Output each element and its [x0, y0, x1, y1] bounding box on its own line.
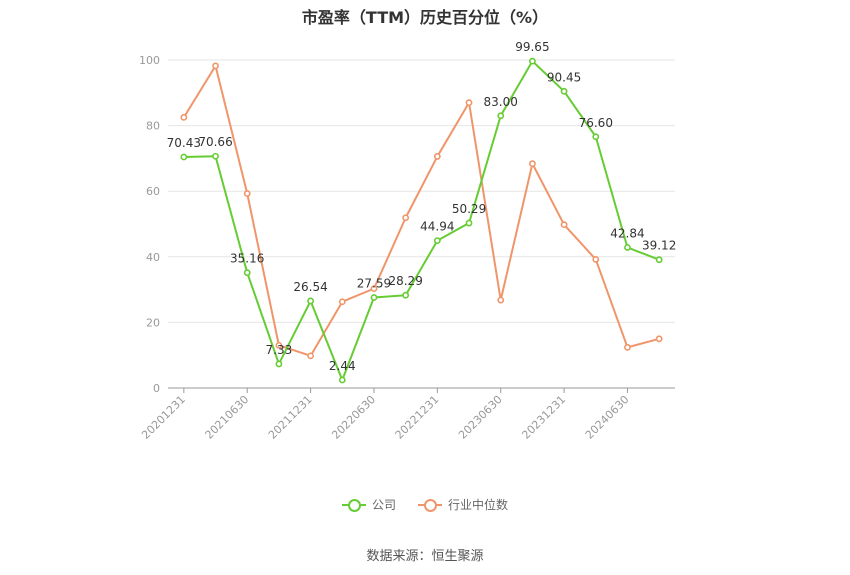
data-label-company: 76.60	[579, 116, 613, 130]
data-label-company: 83.00	[484, 95, 518, 109]
data-label-company: 35.16	[230, 252, 264, 266]
legend-item-company[interactable]: 公司	[341, 496, 396, 513]
data-label-company: 28.29	[388, 274, 422, 288]
data-point-industry-median	[433, 153, 441, 160]
data-point-industry-median	[243, 190, 251, 197]
x-tick-label: 20210630	[203, 393, 252, 442]
data-point-industry-median	[370, 285, 378, 293]
data-point-industry-median	[560, 221, 568, 229]
data-point-company	[592, 133, 600, 141]
y-tick-label: 100	[139, 54, 160, 67]
x-tick-label: 20220630	[329, 393, 378, 442]
data-point-industry-median	[465, 99, 473, 107]
data-point-company	[497, 112, 505, 120]
data-point-industry-median	[338, 298, 346, 306]
data-label-company: 99.65	[515, 40, 549, 54]
data-point-company	[243, 269, 251, 277]
data-point-industry-median	[592, 256, 600, 263]
data-point-company	[180, 153, 188, 161]
data-label-company: 50.29	[452, 202, 486, 216]
y-tick-label: 60	[146, 185, 160, 198]
data-label-company: 7.33	[266, 343, 293, 357]
x-tick-label: 20231231	[519, 393, 568, 442]
data-point-company	[307, 297, 314, 305]
data-point-company	[370, 294, 378, 301]
data-label-company: 90.45	[547, 70, 581, 84]
data-point-industry-median	[275, 341, 283, 349]
x-tick-label: 20221231	[393, 393, 442, 442]
data-label-company: 70.66	[198, 135, 232, 149]
legend-item-industry-median[interactable]: 行业中位数	[418, 496, 508, 513]
data-label-company: 44.94	[420, 220, 454, 234]
data-label-company: 27.59	[357, 277, 391, 291]
data-point-company	[560, 87, 568, 95]
legend-company-line-icon	[341, 498, 366, 512]
series-line-company	[183, 60, 660, 381]
data-label-company: 70.43	[167, 136, 201, 150]
y-tick-label: 20	[146, 316, 160, 329]
legend-industry-line-icon	[418, 498, 442, 512]
data-point-company	[338, 376, 346, 384]
data-point-industry-median	[655, 335, 663, 343]
legend-company-label: 公司	[371, 498, 396, 512]
data-label-company: 42.84	[610, 226, 644, 240]
data-label-company: 2.44	[329, 359, 356, 373]
data-point-company	[465, 219, 473, 227]
source-note: 数据来源：恒生聚源	[366, 549, 484, 564]
data-point-company	[275, 360, 283, 368]
series-line-industry-median	[182, 64, 660, 357]
x-tick-label: 20240630	[583, 393, 632, 442]
data-point-company	[402, 291, 410, 299]
data-point-company	[433, 237, 441, 244]
data-label-company: 39.12	[642, 239, 676, 253]
data-point-industry-median	[180, 114, 188, 121]
data-point-industry-median	[402, 214, 410, 222]
data-point-company	[529, 57, 536, 65]
data-point-company	[624, 244, 631, 251]
x-tick-label: 20201231	[139, 393, 188, 442]
data-label-company: 26.54	[293, 280, 327, 294]
legend: 公司 行业中位数	[0, 496, 850, 513]
data-point-company	[212, 152, 219, 160]
data-point-industry-median	[212, 62, 219, 70]
data-point-company	[655, 256, 663, 264]
y-tick-label: 80	[146, 120, 160, 133]
chart-title: 市盈率（TTM）历史百分位（%）	[301, 8, 549, 27]
legend-industry-label: 行业中位数	[448, 498, 509, 512]
x-tick-label: 20230630	[456, 393, 505, 442]
data-point-industry-median	[624, 343, 631, 351]
data-point-industry-median	[529, 160, 536, 168]
y-tick-label: 0	[153, 382, 160, 395]
data-point-industry-median	[307, 352, 314, 360]
data-point-industry-median	[497, 296, 505, 304]
y-tick-label: 40	[146, 251, 160, 264]
x-tick-label: 20211231	[266, 393, 315, 442]
